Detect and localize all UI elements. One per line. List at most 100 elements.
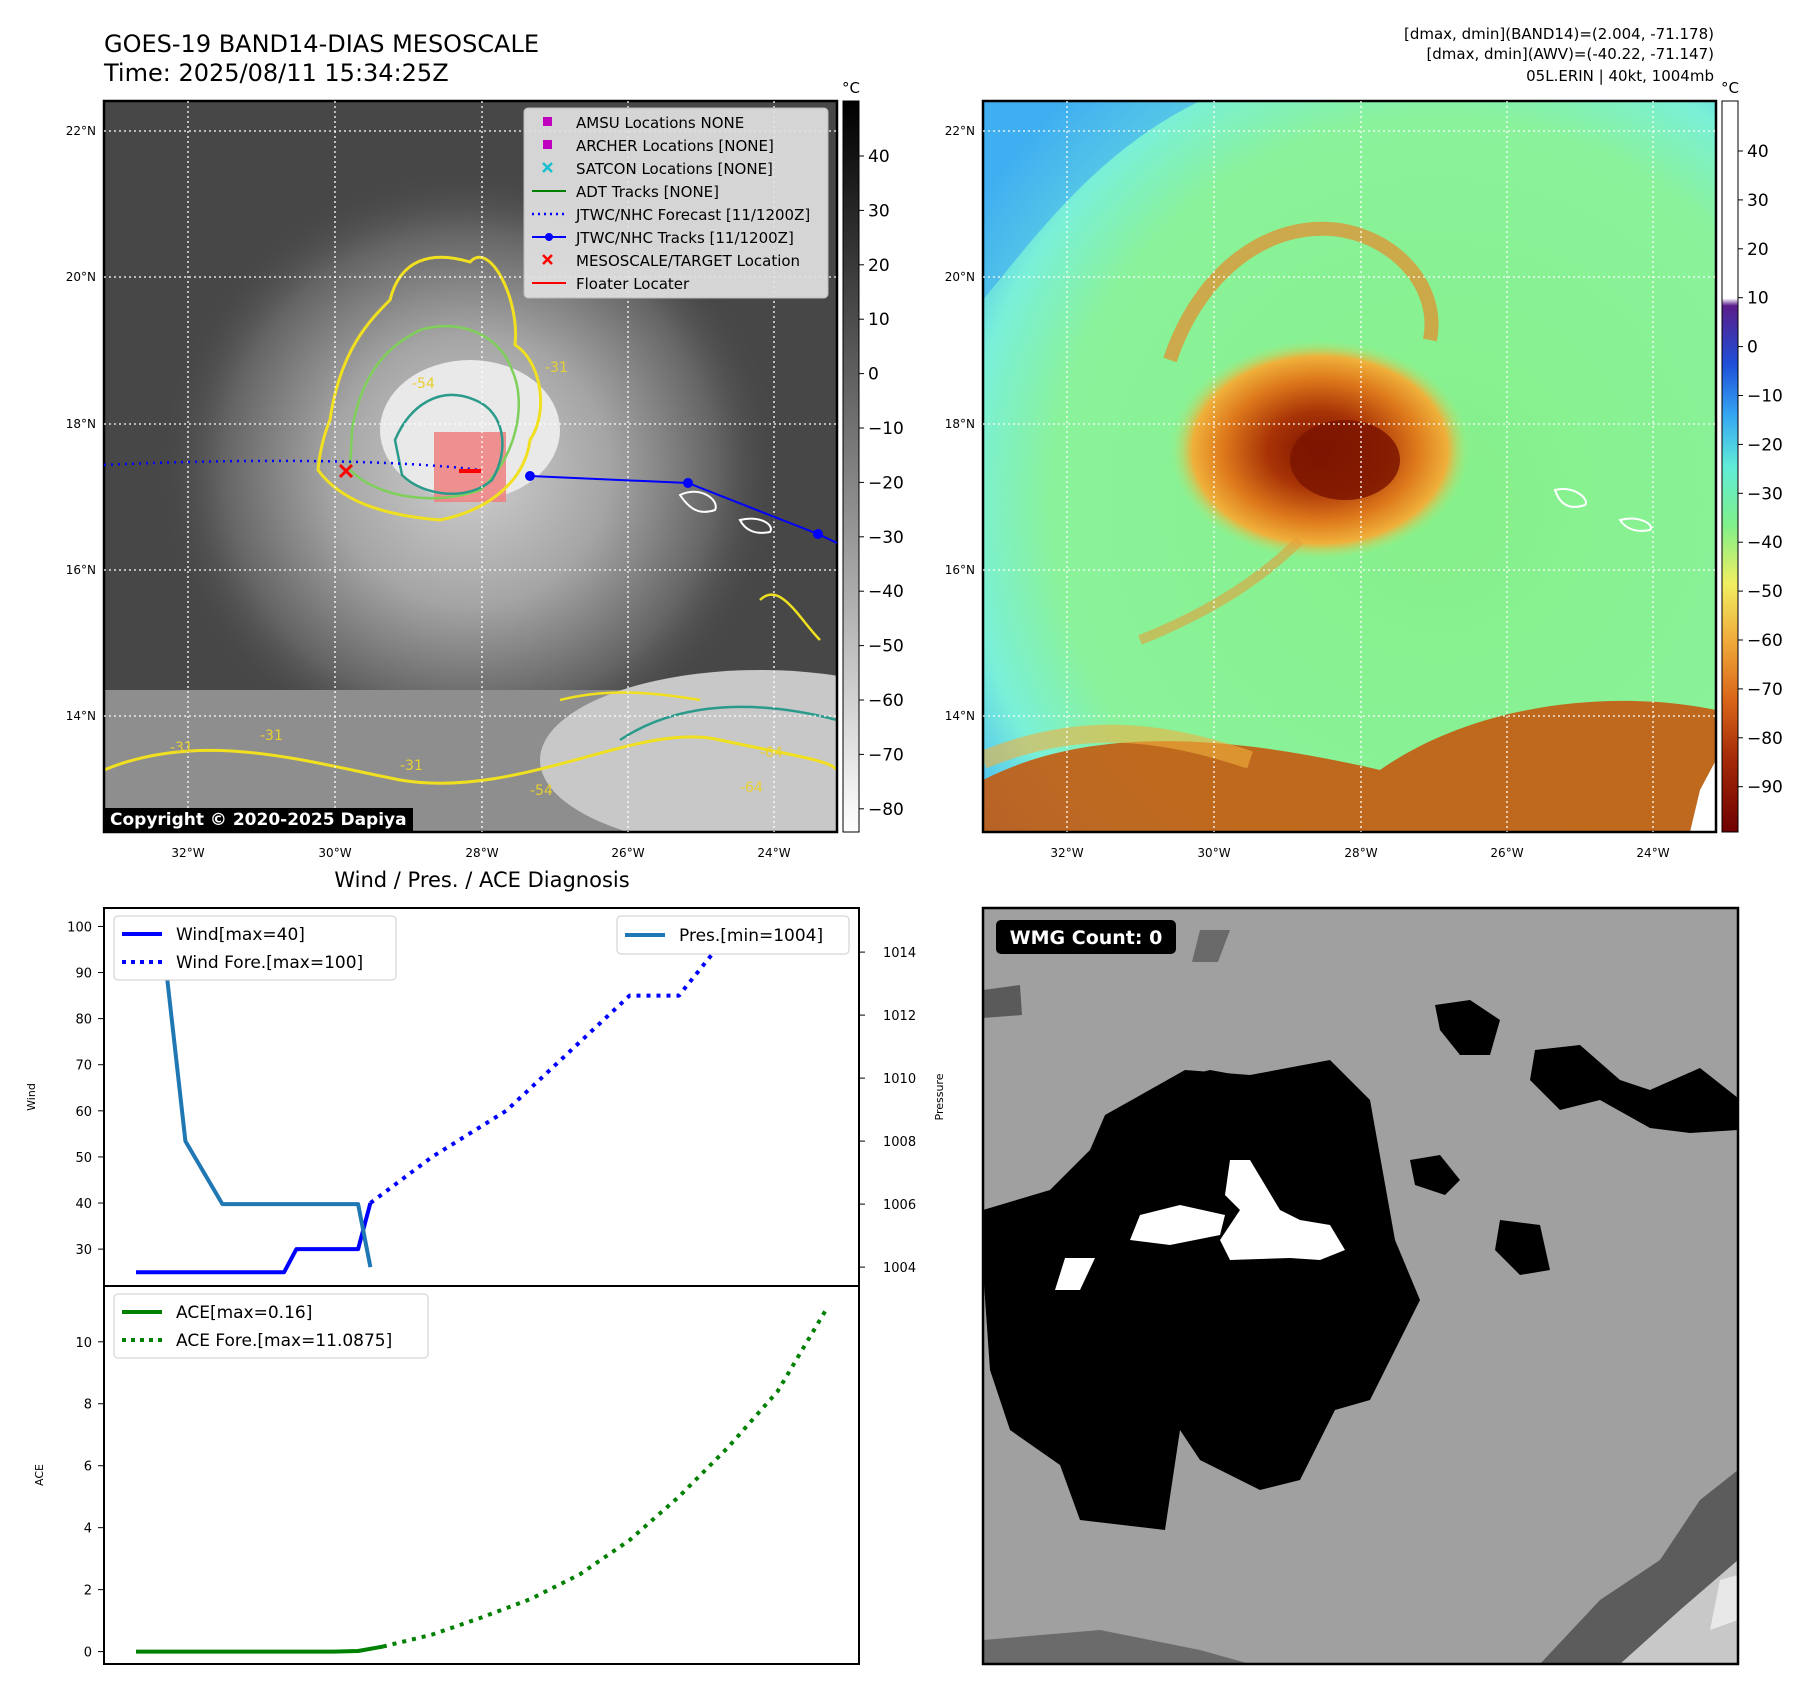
awv-imagery: [983, 101, 1716, 832]
y-tick-label: 90: [75, 967, 92, 982]
lon-label: 24°W: [757, 846, 790, 860]
colorbar-tick-label: −10: [868, 419, 904, 439]
contour-label: -54: [412, 376, 435, 392]
wind-chart-marks: 100 90 80 70 60 50 40 30 1014 1012 1010 1008 1006 100…: [67, 918, 916, 1276]
contour-green: [348, 325, 520, 500]
legend-label: SATCON Locations [NONE]: [576, 160, 773, 178]
contour-labels: -31 -54 -31 -31 -31 -64 -54 -64: [170, 360, 783, 799]
wind-axis-label: Wind: [25, 1083, 38, 1111]
gray-colorbar-ticks: 40 30 20 10 0 −10 −20 −30 −40 −50 −60 −70 −80: [859, 147, 904, 820]
colorbar-tick-label: −40: [868, 582, 904, 602]
colorbar-tick-label: 10: [1747, 289, 1769, 309]
colorbar-tick-label: 10: [868, 310, 890, 330]
awv-lat-labels: 22°N 20°N 18°N 16°N 14°N: [945, 124, 975, 723]
wmg-frame: [981, 906, 1740, 1666]
contour-teal: [393, 393, 504, 495]
colorbar-tick-label: −60: [1747, 631, 1783, 651]
y2-tick-label: 1006: [883, 1198, 916, 1213]
lat-label: 18°N: [945, 417, 975, 431]
ace-axis-label: ACE: [33, 1464, 46, 1486]
colorbar-tick-label: 0: [868, 365, 879, 385]
legend-label: AMSU Locations NONE: [576, 114, 744, 132]
y-tick-label: 40: [75, 1197, 92, 1212]
y2-tick-label: 1014: [883, 946, 916, 961]
legend-entry: JTWC/NHC Forecast [11/1200Z]: [532, 206, 810, 224]
lon-label: 30°W: [318, 846, 351, 860]
colorbar-tick-label: 40: [868, 147, 890, 167]
pressure-axis-label: Pressure: [933, 1073, 946, 1120]
awv-gridlines: [983, 101, 1716, 832]
track-point: [683, 478, 693, 488]
figure-title: GOES-19 BAND14-DIAS MESOSCALE: [104, 30, 539, 58]
y-tick-label: 6: [84, 1460, 92, 1475]
wind-pressure-panel: Wind / Pres. / ACE Diagnosis Wind Pressu…: [25, 868, 946, 1287]
lon-label: 24°W: [1636, 846, 1669, 860]
awv-lon-labels: 32°W 30°W 28°W 26°W 24°W: [1050, 846, 1669, 860]
legend-entry: ARCHER Locations [NONE]: [543, 137, 774, 155]
lat-label: 22°N: [66, 124, 96, 138]
awv-colorbar-unit: °C: [1721, 79, 1739, 97]
colorbar-tick-label: −40: [1747, 533, 1783, 553]
legend-dot-icon: [545, 233, 553, 241]
pressure-legend: Pres.[min=1004]: [616, 915, 850, 955]
lon-label: 28°W: [465, 846, 498, 860]
colorbar-tick-label: −70: [868, 745, 904, 765]
legend-ace: ACE[max=0.16]: [176, 1303, 312, 1323]
contour-south-yellow: [104, 735, 837, 785]
legend-entry: ADT Tracks [NONE]: [532, 183, 719, 201]
y-tick-label: 0: [84, 1646, 92, 1661]
y-tick-label: 70: [75, 1059, 92, 1074]
contour-label: -64: [740, 780, 763, 796]
colorbar-tick-label: 20: [868, 256, 890, 276]
island-outline: [678, 490, 772, 534]
copyright-badge: Copyright © 2020-2025 Dapiya: [104, 808, 413, 832]
colorbar-tick-label: −20: [868, 473, 904, 493]
contour-label: -54: [530, 783, 553, 799]
contour-yellow: [316, 255, 543, 522]
y2-tick-label: 1010: [883, 1072, 916, 1087]
colorbar-tick-label: −30: [1747, 484, 1783, 504]
y2-tick-label: 1008: [883, 1135, 916, 1150]
legend-label: JTWC/NHC Forecast [11/1200Z]: [575, 206, 810, 224]
lat-label: 20°N: [66, 270, 96, 284]
legend-entry: JTWC/NHC Tracks [11/1200Z]: [532, 229, 794, 247]
legend-entry: Floater Locater: [532, 275, 690, 293]
legend-square-icon: [543, 117, 552, 126]
colorbar-tick-label: 40: [1747, 142, 1769, 162]
colorbar-tick-label: −20: [1747, 435, 1783, 455]
lon-label: 28°W: [1344, 846, 1377, 860]
contour-label: -64: [760, 745, 783, 761]
contour-label: -31: [170, 740, 193, 756]
legend-label: ADT Tracks [NONE]: [576, 183, 719, 201]
contour-label: -31: [545, 360, 568, 376]
lat-label: 22°N: [945, 124, 975, 138]
wmg-panel: WMG Count: 0: [981, 906, 1740, 1666]
y-tick-label: 50: [75, 1151, 92, 1166]
lon-label: 30°W: [1197, 846, 1230, 860]
legend-entry: MESOSCALE/TARGET Location: [542, 252, 800, 270]
ace-panel: ACE 10 8 6 4 2 0 ACE[max=0.16] ACE Fore.[max=…: [33, 1285, 860, 1665]
colorbar-tick-label: −60: [868, 691, 904, 711]
awv-colorbar: [1721, 100, 1739, 833]
legend-wind-fore: Wind Fore.[max=100]: [176, 953, 363, 973]
wind-legend: Wind[max=40] Wind Fore.[max=100]: [113, 915, 397, 981]
contour-label: -31: [400, 758, 423, 774]
wmg-warm-eye: [1220, 1160, 1345, 1260]
ir-map-frame: [102, 99, 839, 834]
y2-tick-label: 1004: [883, 1261, 916, 1276]
legend-ace-fore: ACE Fore.[max=11.0875]: [176, 1331, 392, 1351]
colorbar-tick-label: 30: [1747, 191, 1769, 211]
colorbar-tick-label: −10: [1747, 387, 1783, 407]
figure-time: Time: 2025/08/11 15:34:25Z: [103, 59, 449, 87]
island-outline: [1553, 488, 1652, 532]
y-tick-label: 30: [75, 1243, 92, 1258]
y2-tick-label: 1012: [883, 1009, 916, 1024]
legend-entry: AMSU Locations NONE: [543, 114, 744, 132]
awv-map-frame: [981, 99, 1718, 834]
wmg-count-label: WMG Count: 0: [1010, 927, 1163, 949]
legend-wind: Wind[max=40]: [176, 925, 305, 945]
ir-lon-labels: 32°W 30°W 28°W 26°W 24°W: [171, 846, 790, 860]
y-tick-label: 2: [84, 1584, 92, 1599]
ir-map-panel: 22°N 20°N 18°N 16°N 14°N 32°W 30°W 28°W 26°W 24°…: [66, 79, 904, 860]
lat-label: 16°N: [66, 563, 96, 577]
